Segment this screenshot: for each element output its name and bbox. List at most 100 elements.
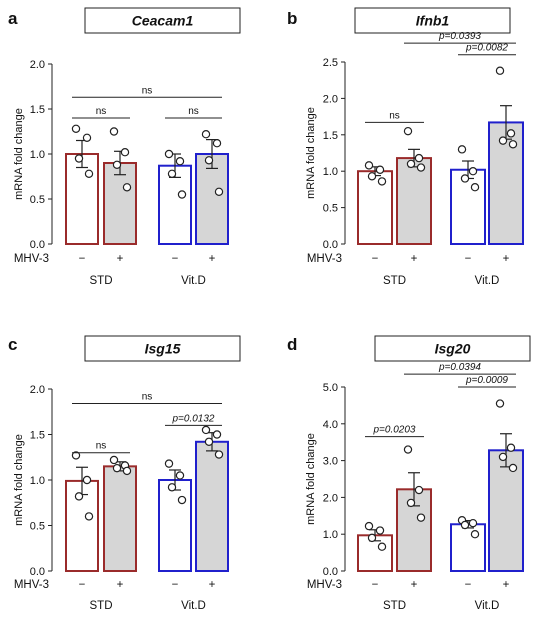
data-point <box>214 450 224 459</box>
significance-label: p=0.0394 <box>438 362 481 373</box>
significance-label: ns <box>389 110 400 121</box>
significance-label: p=0.0009 <box>465 375 508 386</box>
data-point <box>214 187 224 196</box>
plus-sign: + <box>209 253 216 265</box>
data-point <box>377 542 387 551</box>
data-point <box>403 445 413 454</box>
gene-title: Ceacam1 <box>132 13 194 29</box>
bar-vitd-infected <box>195 440 229 572</box>
panel-letter: d <box>287 335 297 354</box>
condition-label: MHV-3 <box>14 579 49 591</box>
group-label-vitd: Vit.D <box>181 275 206 287</box>
data-point <box>201 129 211 139</box>
panel-a: a Ceacam1 0.0 0.5 1.0 1.5 2.0 mRNA fold change −… <box>8 7 241 287</box>
y-tick-label: 1.0 <box>30 149 45 161</box>
group-label-std: STD <box>90 275 113 287</box>
plus-sign: + <box>411 579 418 591</box>
y-tick-label: 2.0 <box>323 492 338 504</box>
data-point <box>406 498 416 508</box>
y-tick-label: 0.5 <box>323 203 338 215</box>
data-point <box>375 165 385 174</box>
y-tick-label: 1.0 <box>30 475 45 487</box>
panel-letter: b <box>287 9 297 28</box>
y-tick-label: 0.0 <box>30 239 45 251</box>
minus-sign: − <box>79 253 86 265</box>
bar-std-infected <box>103 465 137 573</box>
panel-letter: a <box>8 9 18 28</box>
data-point <box>468 166 478 176</box>
group-label-std: STD <box>90 600 113 612</box>
gene-title-box <box>354 7 511 34</box>
data-point <box>122 466 132 476</box>
gene-title: Ifnb1 <box>416 13 450 29</box>
data-point <box>71 451 81 460</box>
y-tick-label: 1.5 <box>30 430 45 442</box>
y-tick-label: 2.0 <box>323 93 338 105</box>
significance-label: p=0.0132 <box>172 413 215 424</box>
gene-title-box <box>84 335 241 362</box>
data-point <box>109 455 119 465</box>
significance-label: ns <box>142 85 153 96</box>
minus-sign: − <box>79 579 86 591</box>
data-point <box>468 518 478 528</box>
data-point <box>84 512 94 521</box>
plus-sign: + <box>503 579 510 591</box>
y-tick-label: 5.0 <box>323 382 338 394</box>
data-point <box>204 437 214 446</box>
significance-label: ns <box>142 392 153 403</box>
data-point <box>177 190 187 199</box>
data-point <box>164 459 174 468</box>
data-point <box>495 66 505 75</box>
y-tick-label: 2.0 <box>30 384 45 396</box>
data-point <box>167 169 177 178</box>
condition-label: MHV-3 <box>307 579 342 591</box>
y-axis-title: mRNA fold change <box>305 107 317 199</box>
data-point <box>71 124 81 134</box>
significance-label: ns <box>96 441 107 452</box>
data-point <box>406 159 416 169</box>
condition-label: MHV-3 <box>14 253 49 265</box>
group-label-vitd: Vit.D <box>475 600 500 612</box>
data-point <box>177 495 187 505</box>
data-point <box>84 169 94 178</box>
data-point <box>175 471 185 480</box>
group-label-vitd: Vit.D <box>475 275 500 287</box>
data-point <box>74 492 84 501</box>
y-tick-label: 4.0 <box>323 419 338 431</box>
y-tick-label: 2.5 <box>323 57 338 69</box>
y-tick-label: 1.5 <box>323 130 338 142</box>
panel-d: d Isg20 0.0 1.0 2.0 3.0 4.0 5.0 mRNA fold change… <box>287 335 531 612</box>
bar-vitd-uninfected <box>450 523 486 572</box>
data-point <box>204 156 214 165</box>
y-axis-title: mRNA fold change <box>13 434 25 526</box>
bar-vitd-infected <box>195 153 229 245</box>
data-point <box>112 463 122 473</box>
data-point <box>367 533 377 543</box>
bar-std-uninfected <box>357 170 393 245</box>
data-point <box>470 183 480 192</box>
minus-sign: − <box>465 579 472 591</box>
condition-label: MHV-3 <box>307 253 342 265</box>
y-tick-label: 1.5 <box>30 104 45 116</box>
y-axis-title: mRNA fold change <box>305 433 317 525</box>
significance-label: p=0.0393 <box>438 31 481 42</box>
data-point <box>212 138 222 148</box>
gene-title-box <box>374 335 531 362</box>
y-axis-title: mRNA fold change <box>13 108 25 200</box>
minus-sign: − <box>172 253 179 265</box>
y-tick-label: 0.0 <box>323 239 338 251</box>
data-point <box>457 145 467 154</box>
data-point <box>201 425 211 435</box>
data-point <box>82 133 92 142</box>
y-tick-label: 0.5 <box>30 521 45 533</box>
data-point <box>498 452 508 462</box>
gene-title-box <box>84 7 241 34</box>
data-point <box>120 147 130 157</box>
data-point <box>364 521 374 531</box>
group-label-std: STD <box>383 275 406 287</box>
bar-vitd-uninfected <box>158 479 192 572</box>
bar-std-infected <box>396 157 432 245</box>
y-tick-label: 1.0 <box>323 166 338 178</box>
panel-letter: c <box>8 335 17 354</box>
data-point <box>122 183 132 192</box>
